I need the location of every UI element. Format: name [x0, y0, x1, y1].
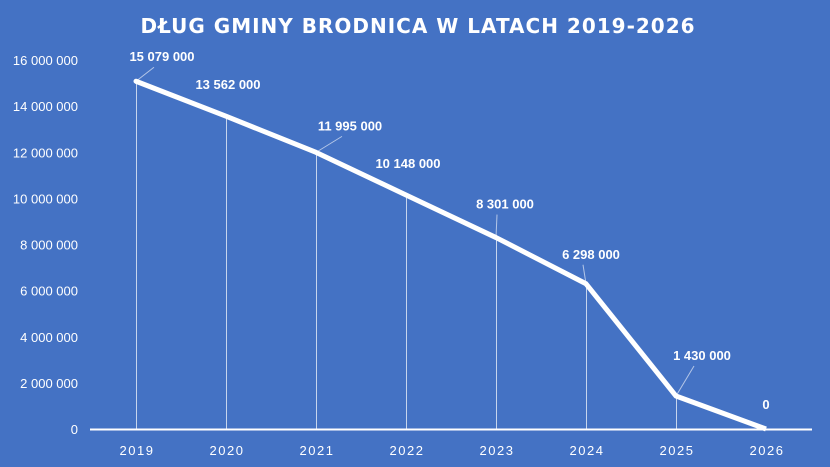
data-label: 6 298 000	[562, 247, 620, 262]
data-label: 10 148 000	[375, 156, 440, 171]
chart-title: DŁUG GMINY BRODNICA W LATACH 2019-2026	[140, 14, 695, 38]
y-tick-label: 8 000 000	[20, 238, 78, 253]
drop-lines	[136, 81, 677, 429]
leader-line	[135, 66, 155, 82]
data-label: 13 562 000	[195, 77, 260, 92]
leader-line	[675, 365, 695, 397]
x-tick-label: 2026	[750, 443, 785, 458]
data-label: 11 995 000	[318, 118, 382, 133]
x-tick-label: 2019	[120, 443, 155, 458]
data-label: 8 301 000	[476, 197, 534, 212]
x-tick-label: 2020	[210, 443, 245, 458]
data-point-marker	[133, 78, 139, 84]
x-tick-label: 2025	[660, 443, 695, 458]
leader-lines	[135, 66, 695, 397]
y-tick-label: 0	[71, 422, 78, 437]
x-tick-label: 2022	[390, 443, 425, 458]
y-tick-label: 2 000 000	[20, 376, 78, 391]
y-tick-label: 12 000 000	[13, 145, 78, 160]
leader-line	[582, 264, 587, 284]
y-axis: 0 2 000 000 4 000 000 6 000 000 8 000 000 10 …	[13, 53, 78, 437]
leader-line	[495, 214, 498, 238]
y-tick-label: 6 000 000	[20, 284, 78, 299]
data-label: 1 430 000	[673, 348, 731, 363]
x-tick-label: 2021	[300, 443, 335, 458]
leader-line	[315, 135, 343, 153]
y-tick-label: 16 000 000	[13, 53, 78, 68]
x-axis: 2019 2020 2021 2022 2023 2024 2025 2026	[120, 443, 785, 458]
data-label: 0	[762, 397, 769, 412]
series-line-debt	[135, 78, 767, 432]
data-label: 15 079 000	[129, 49, 194, 64]
x-tick-label: 2024	[570, 443, 605, 458]
x-tick-label: 2023	[480, 443, 515, 458]
y-tick-label: 14 000 000	[13, 99, 78, 114]
y-tick-label: 10 000 000	[13, 191, 78, 206]
y-tick-label: 4 000 000	[20, 330, 78, 345]
